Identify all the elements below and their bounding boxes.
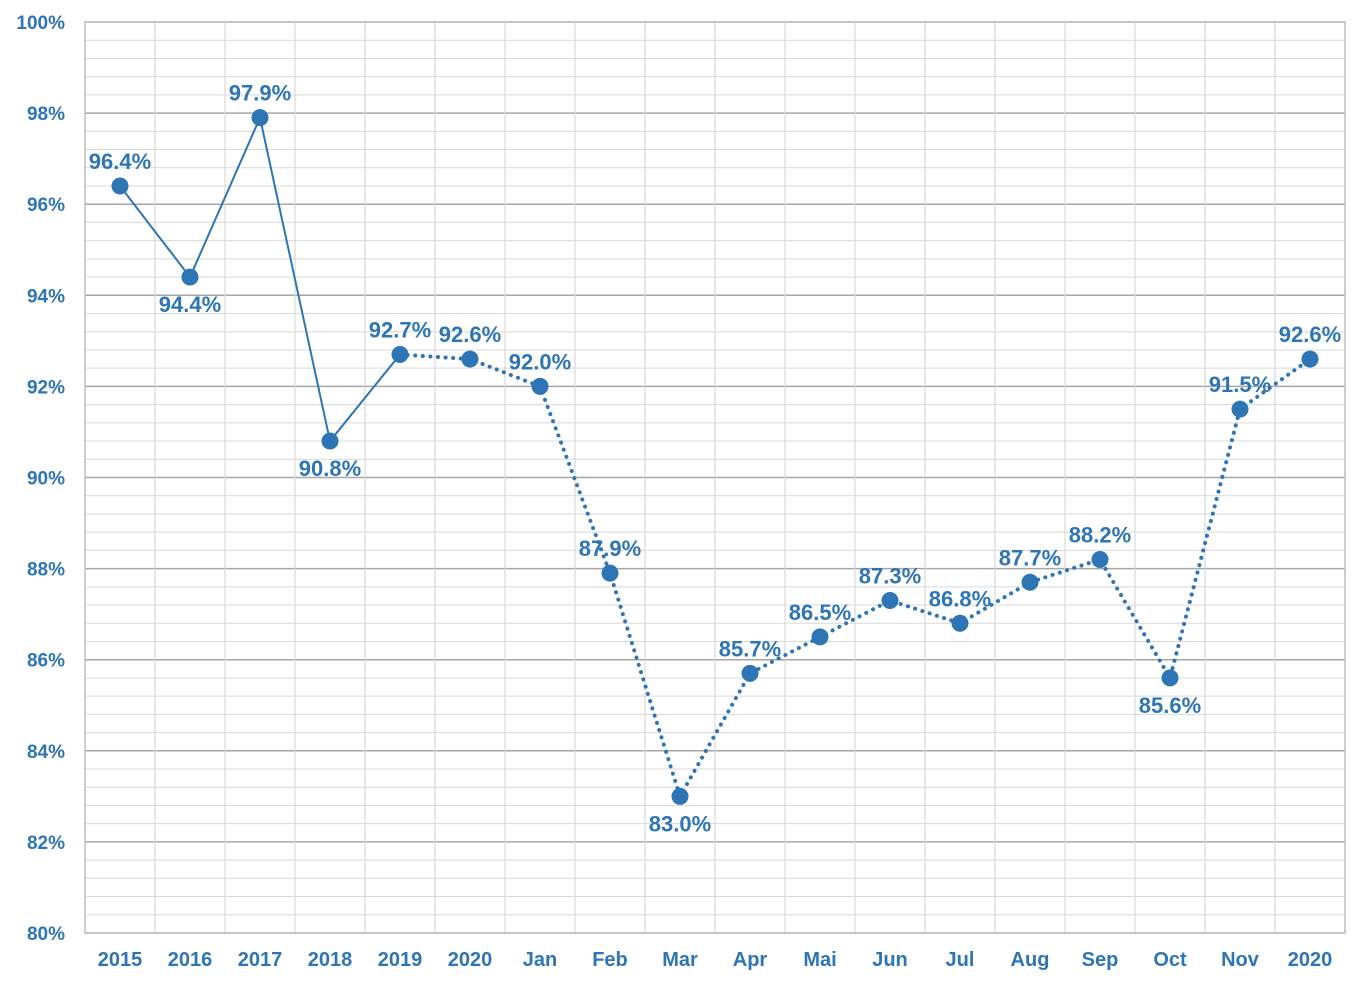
y-tick-label: 80% — [27, 924, 65, 945]
x-axis: 2015 2016 2017 2018 2019 2020 Jan Feb Mar Apr Mai J… — [98, 949, 1333, 971]
data-label: 87.9% — [579, 536, 641, 561]
data-label: 86.8% — [929, 586, 991, 611]
series-line-solid — [119, 116, 401, 443]
data-point — [461, 350, 479, 368]
x-tick-label: 2019 — [378, 949, 423, 971]
x-tick-label: Jun — [872, 949, 908, 971]
y-tick-label: 88% — [27, 560, 65, 581]
y-tick-label: 94% — [27, 286, 65, 307]
y-tick-label: 100% — [16, 13, 65, 34]
data-label: 97.9% — [229, 81, 291, 106]
x-tick-label: Nov — [1221, 949, 1260, 971]
x-tick-label: Aug — [1011, 949, 1050, 971]
data-point — [881, 591, 899, 609]
y-tick-label: 98% — [27, 104, 65, 125]
y-axis: 80% 82% 84% 86% 88% 90% 92% 94% 96% 98% 100% — [16, 13, 65, 945]
data-point — [251, 109, 269, 127]
data-point — [1231, 400, 1249, 418]
vertical-gridlines — [84, 22, 1346, 933]
data-labels: 96.4% 94.4% 97.9% 90.8% 92.7% 92.6% 92.0% 87.9%… — [89, 81, 1341, 837]
y-tick-label: 84% — [27, 742, 65, 763]
data-label: 92.7% — [369, 318, 431, 343]
x-tick-label: 2016 — [168, 949, 213, 971]
data-point — [111, 177, 129, 195]
data-points — [111, 109, 1319, 805]
data-point — [391, 346, 409, 364]
data-label: 87.7% — [999, 545, 1061, 570]
y-tick-label: 90% — [27, 469, 65, 490]
x-tick-label: 2015 — [98, 949, 143, 971]
data-label: 85.6% — [1139, 693, 1201, 718]
data-point — [951, 614, 969, 632]
x-tick-label: 2017 — [238, 949, 283, 971]
data-label: 83.0% — [649, 811, 711, 836]
x-tick-label: Oct — [1153, 949, 1187, 971]
x-tick-label: 2018 — [308, 949, 353, 971]
y-tick-label: 82% — [27, 833, 65, 854]
data-label: 86.5% — [789, 600, 851, 625]
data-label: 92.0% — [509, 349, 571, 374]
x-tick-label: Jul — [946, 949, 975, 971]
x-tick-label: Feb — [592, 949, 628, 971]
y-tick-label: 96% — [27, 195, 65, 216]
data-label: 94.4% — [159, 292, 221, 317]
data-point — [1301, 350, 1319, 368]
x-tick-label: Sep — [1082, 949, 1119, 971]
data-point — [531, 377, 549, 395]
data-point — [1161, 669, 1179, 687]
x-tick-label: Apr — [733, 949, 768, 971]
data-label: 91.5% — [1209, 372, 1271, 397]
data-label: 96.4% — [89, 149, 151, 174]
x-tick-label: Jan — [523, 949, 557, 971]
x-tick-label: Mar — [662, 949, 698, 971]
data-point — [321, 432, 339, 450]
data-point — [741, 664, 759, 682]
data-label: 92.6% — [439, 322, 501, 347]
x-tick-label: 2020 — [1288, 949, 1333, 971]
data-point — [671, 787, 689, 805]
data-point — [1021, 573, 1039, 591]
data-point — [601, 564, 619, 582]
plot-area — [84, 21, 1346, 934]
y-tick-label: 86% — [27, 651, 65, 672]
data-label: 85.7% — [719, 636, 781, 661]
data-label: 92.6% — [1279, 322, 1341, 347]
data-label: 88.2% — [1069, 522, 1131, 547]
data-label: 87.3% — [859, 563, 921, 588]
data-point — [811, 628, 829, 646]
data-label: 90.8% — [299, 456, 361, 481]
data-point — [1091, 550, 1109, 568]
x-tick-label: Mai — [803, 949, 836, 971]
y-tick-label: 92% — [27, 377, 65, 398]
plot-frame — [84, 21, 1346, 934]
data-point — [181, 268, 199, 286]
x-tick-label: 2020 — [448, 949, 493, 971]
